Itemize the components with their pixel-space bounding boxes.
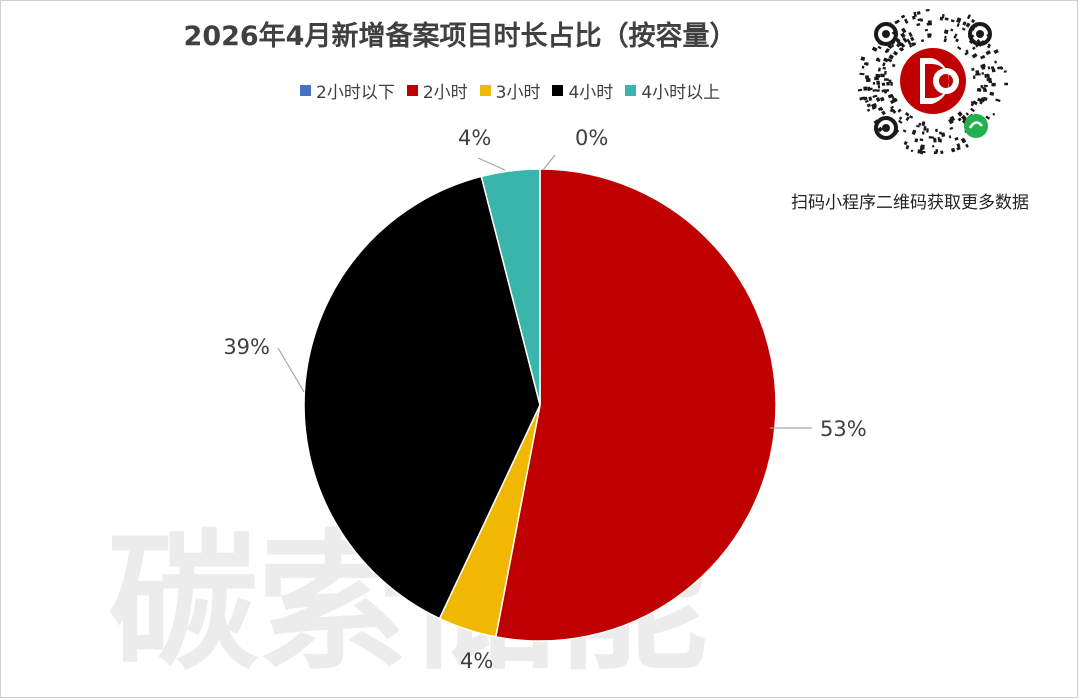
data-label: 0% bbox=[575, 126, 608, 150]
legend-item: 3小时 bbox=[479, 78, 541, 103]
pie-slice bbox=[303, 175, 541, 620]
data-label: 4% bbox=[458, 126, 491, 150]
leader-line bbox=[542, 154, 556, 171]
qr-code bbox=[857, 6, 1009, 156]
legend-label: 4小时以上 bbox=[641, 83, 721, 103]
pie-slices bbox=[303, 168, 777, 642]
data-label: 53% bbox=[820, 417, 867, 441]
legend-swatch bbox=[406, 85, 418, 96]
legend: 2小时以下 2小时 3小时 4小时 4小时以上 bbox=[300, 78, 800, 103]
legend-label: 2小时以下 bbox=[316, 83, 395, 103]
data-label: 39% bbox=[223, 335, 270, 359]
pie-slice bbox=[480, 168, 541, 406]
legend-swatch bbox=[479, 85, 491, 96]
pie-slice bbox=[494, 168, 777, 642]
legend-swatch bbox=[300, 85, 311, 96]
pie-labels: 0% 53% 4% 39% 4% bbox=[223, 126, 866, 673]
leader-line bbox=[477, 157, 506, 171]
legend-item: 4小时 bbox=[552, 78, 613, 103]
data-label: 4% bbox=[460, 649, 493, 673]
legend-label: 3小时 bbox=[495, 83, 541, 103]
legend-swatch bbox=[625, 85, 637, 96]
legend-swatch bbox=[552, 85, 564, 96]
legend-item: 4小时以上 bbox=[625, 78, 720, 103]
legend-label: 2小时 bbox=[422, 83, 468, 103]
qr-caption: 扫码小程序二维码获取更多数据 bbox=[791, 193, 1029, 213]
legend-label: 4小时 bbox=[568, 83, 614, 103]
legend-item: 2小时以下 bbox=[300, 78, 395, 103]
leader-line bbox=[277, 347, 305, 393]
qr-code-icon bbox=[857, 9, 1009, 155]
chart-title: 2026年4月新增备案项目时长占比（按容量） bbox=[183, 21, 737, 52]
legend-item: 2小时 bbox=[406, 78, 468, 103]
